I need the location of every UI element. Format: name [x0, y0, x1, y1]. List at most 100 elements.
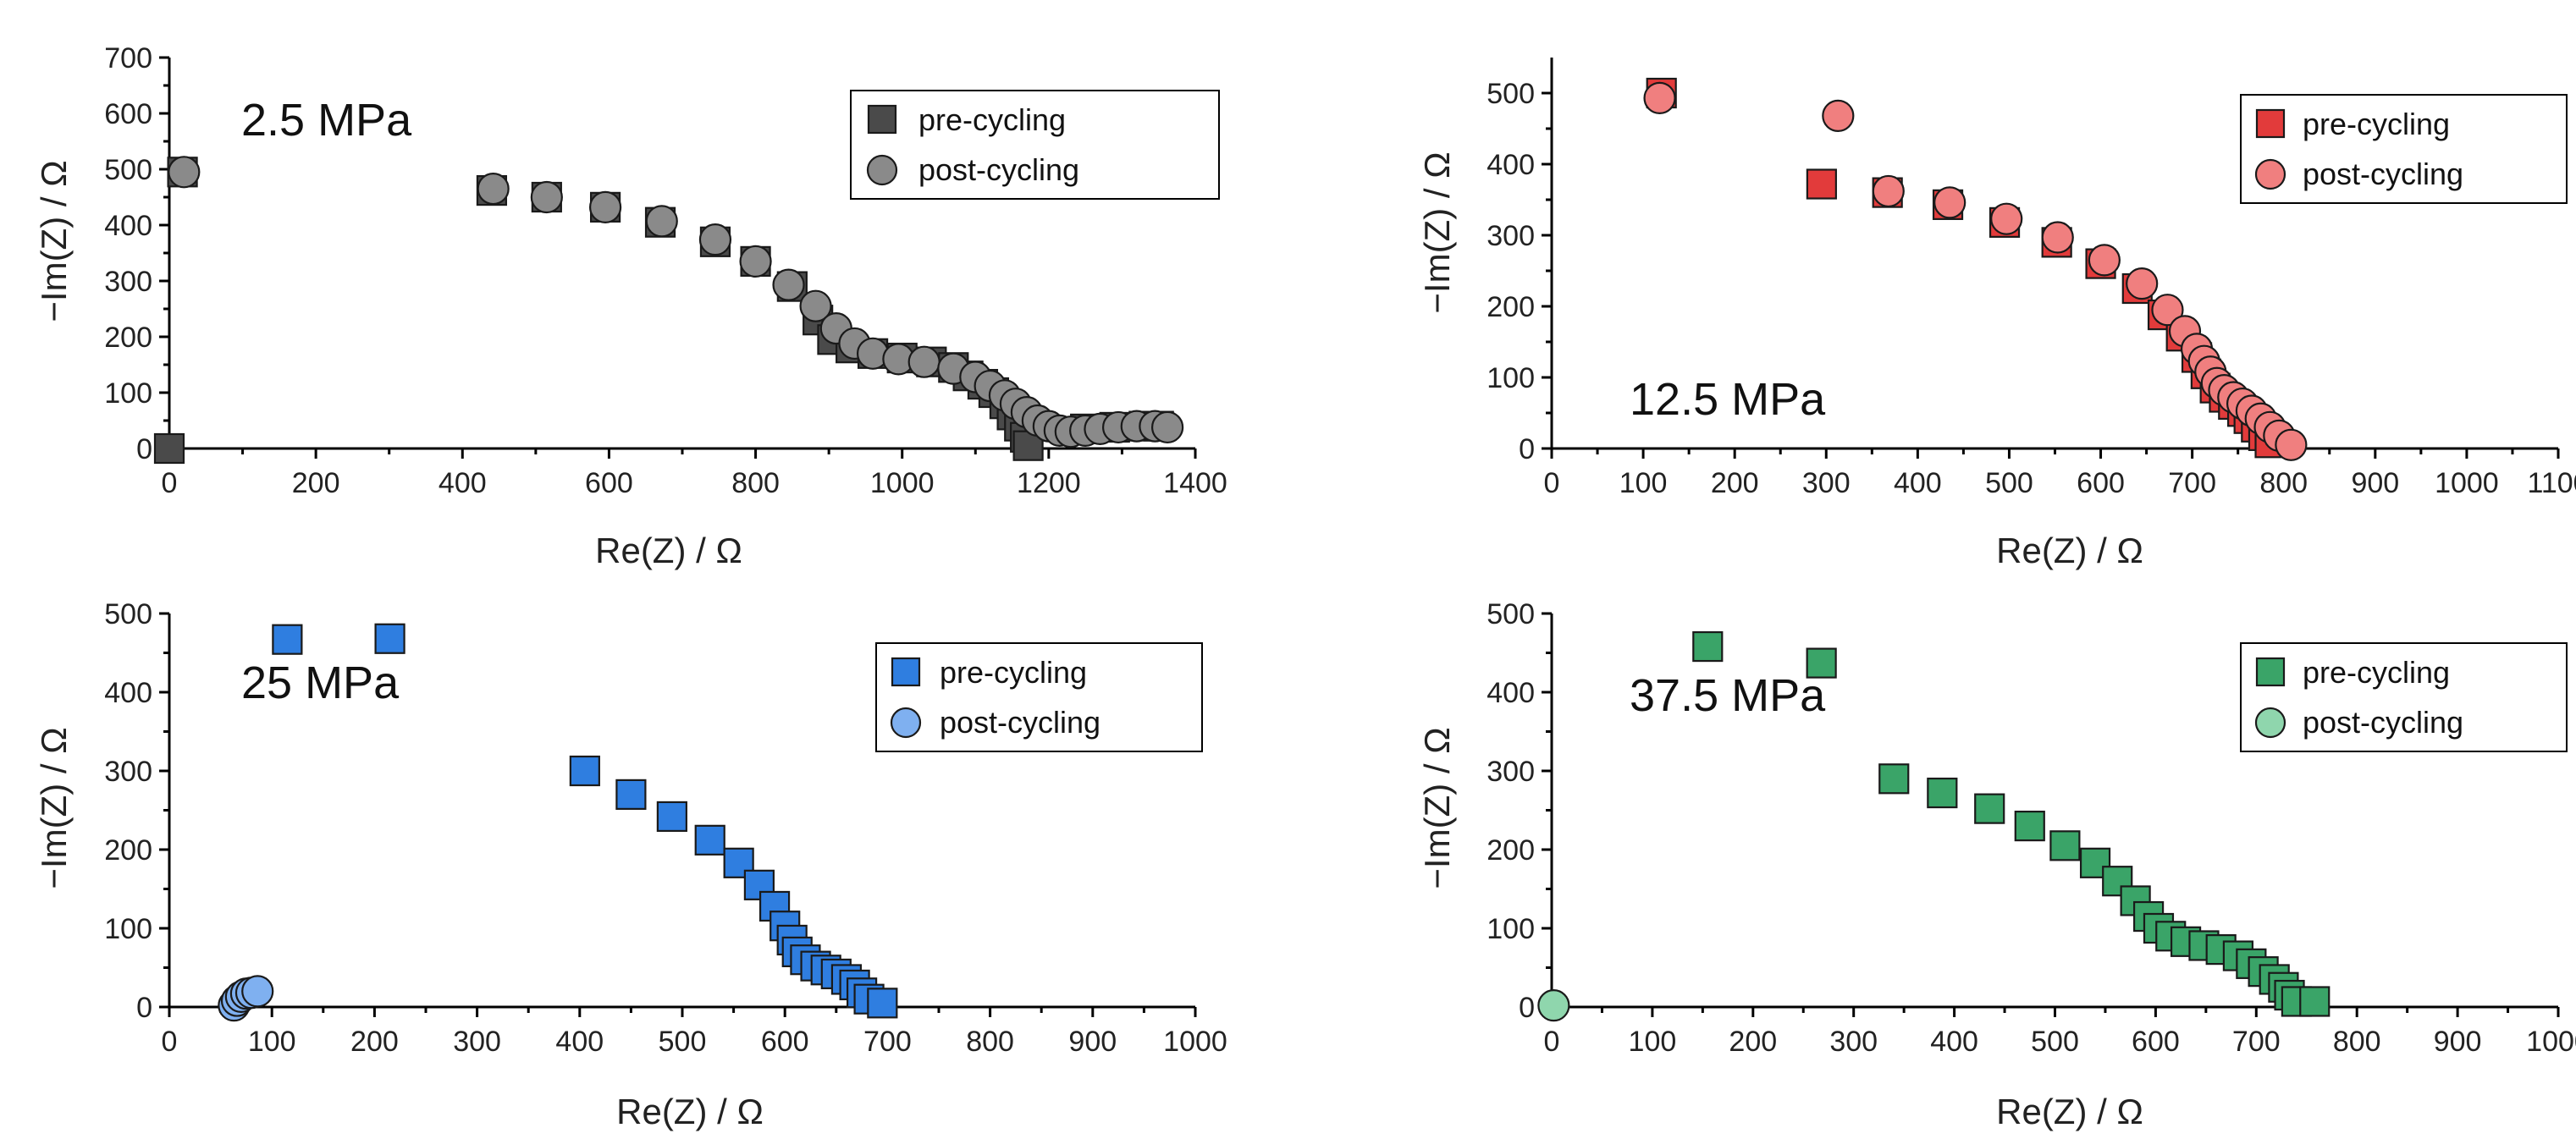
data-point-post-cycling — [530, 180, 563, 214]
legend-label-post-cycling: post-cycling — [918, 152, 1079, 187]
panel-37-5-mpa: 0 100 200 300 400 500 600 700 800 900 1000 0 100 200 3… — [1417, 598, 2576, 1131]
data-point-post-cycling — [477, 173, 510, 206]
data-point-post-cycling — [2151, 294, 2184, 327]
data-point-pre-cycling — [867, 988, 898, 1019]
x-axis-title: Re(Z) / Ω — [1996, 531, 2143, 570]
y-tick-label: 0 — [1519, 992, 1535, 1024]
data-point-pre-cycling — [153, 432, 185, 465]
x-tick-label: 800 — [2259, 467, 2308, 499]
data-point-post-cycling — [907, 345, 940, 378]
x-tick-label: 900 — [1068, 1026, 1117, 1058]
panel-label: 12.5 MPa — [1630, 374, 1826, 425]
x-tick-label: 300 — [1829, 1026, 1878, 1058]
y-tick-label: 400 — [1487, 677, 1535, 709]
x-tick-label: 1000 — [1163, 1026, 1227, 1058]
panel-25-mpa-axes: 0 100 200 300 400 500 600 700 800 900 1000 0 100 200 3… — [104, 598, 1227, 1058]
data-point-pre-cycling — [1974, 793, 2005, 824]
y-axis-title: −Im(Z) / Ω — [34, 160, 74, 322]
y-tick-label: 500 — [1487, 78, 1535, 110]
y-tick-label: 500 — [1487, 598, 1535, 630]
y-tick-label: 700 — [104, 42, 152, 74]
y-tick-label: 300 — [1487, 220, 1535, 252]
x-tick-label: 200 — [1711, 467, 1759, 499]
legend-marker-post-cycling — [2254, 707, 2286, 739]
legend-label-post-cycling: post-cycling — [940, 705, 1100, 740]
y-tick-label: 100 — [104, 377, 152, 410]
y-tick-label: 400 — [1487, 149, 1535, 181]
x-tick-label: 700 — [2168, 467, 2216, 499]
x-tick-label: 100 — [1619, 467, 1668, 499]
legend: pre-cycling post-cycling — [875, 642, 1203, 752]
y-tick-label: 500 — [104, 598, 152, 630]
x-tick-label: 0 — [162, 1026, 178, 1058]
y-tick-label: 0 — [136, 433, 152, 465]
data-point-pre-cycling — [374, 623, 405, 654]
legend: pre-cycling post-cycling — [850, 90, 1220, 200]
data-point-pre-cycling — [569, 755, 600, 787]
legend-label-pre-cycling: pre-cycling — [918, 102, 1066, 137]
y-axis-title: −Im(Z) / Ω — [1417, 151, 1457, 313]
legend-marker-pre-cycling — [891, 657, 921, 687]
legend-box — [2240, 642, 2568, 752]
data-point-pre-cycling — [1806, 168, 1837, 200]
data-point-post-cycling — [698, 223, 732, 256]
y-axis-title: −Im(Z) / Ω — [34, 727, 74, 889]
panel-2-5-mpa-data — [153, 156, 1184, 465]
x-tick-label: 500 — [1985, 467, 2033, 499]
legend-label-pre-cycling: pre-cycling — [940, 655, 1087, 690]
x-axis-title: Re(Z) / Ω — [616, 1092, 764, 1131]
data-point-pre-cycling — [1692, 630, 1724, 663]
y-tick-label: 200 — [1487, 834, 1535, 867]
x-tick-label: 600 — [761, 1026, 809, 1058]
x-tick-label: 900 — [2351, 467, 2399, 499]
panel-25-mpa-data — [218, 623, 898, 1022]
panel-25-mpa: 0 100 200 300 400 500 600 700 800 900 1000 0 100 200 3… — [34, 598, 1227, 1131]
x-tick-label: 0 — [1544, 467, 1560, 499]
legend-box — [850, 90, 1220, 200]
x-tick-label: 600 — [2132, 1026, 2180, 1058]
data-point-post-cycling — [1990, 202, 2023, 235]
legend-label-post-cycling: post-cycling — [2303, 157, 2463, 191]
data-point-post-cycling — [645, 205, 678, 238]
panel-12-5-mpa-data — [1643, 77, 2308, 461]
x-tick-label: 1000 — [2526, 1026, 2576, 1058]
panel-label: 25 MPa — [241, 658, 400, 708]
x-tick-label: 1400 — [1163, 467, 1227, 499]
legend-marker-post-cycling — [890, 707, 922, 739]
y-tick-label: 200 — [104, 322, 152, 354]
data-point-post-cycling — [2126, 267, 2159, 300]
legend-box — [875, 642, 1203, 752]
data-point-pre-cycling — [1806, 647, 1837, 679]
data-point-pre-cycling — [2049, 830, 2081, 861]
y-tick-label: 100 — [1487, 913, 1535, 945]
y-tick-label: 100 — [104, 913, 152, 945]
data-point-post-cycling — [2088, 244, 2121, 277]
data-point-post-cycling — [2041, 221, 2074, 254]
legend-marker-pre-cycling — [2255, 657, 2286, 687]
data-point-post-cycling — [799, 289, 832, 322]
x-tick-label: 400 — [1894, 467, 1942, 499]
panel-label: 2.5 MPa — [241, 95, 412, 146]
x-tick-label: 600 — [2077, 467, 2125, 499]
data-point-post-cycling — [2275, 428, 2308, 461]
x-tick-label: 400 — [555, 1026, 604, 1058]
y-tick-label: 500 — [104, 154, 152, 186]
y-tick-label: 300 — [104, 266, 152, 298]
x-tick-label: 300 — [453, 1026, 501, 1058]
data-point-pre-cycling — [694, 824, 725, 856]
legend-marker-pre-cycling — [867, 104, 897, 135]
x-tick-label: 100 — [248, 1026, 296, 1058]
x-tick-label: 0 — [162, 467, 178, 499]
x-tick-label: 800 — [2333, 1026, 2381, 1058]
data-point-pre-cycling — [1878, 763, 1910, 795]
y-tick-label: 100 — [1487, 362, 1535, 394]
panel-2-5-mpa-axes: 0 200 400 600 800 1000 1200 1400 0 100 200 300 400 50… — [104, 42, 1227, 499]
data-point-post-cycling — [1933, 186, 1966, 219]
data-point-pre-cycling — [2299, 986, 2331, 1017]
x-tick-label: 900 — [2434, 1026, 2482, 1058]
data-point-pre-cycling — [1927, 777, 1958, 809]
y-tick-label: 200 — [1487, 291, 1535, 323]
x-tick-label: 400 — [1930, 1026, 1978, 1058]
legend-box — [2240, 94, 2568, 204]
data-point-post-cycling — [1872, 174, 1905, 208]
